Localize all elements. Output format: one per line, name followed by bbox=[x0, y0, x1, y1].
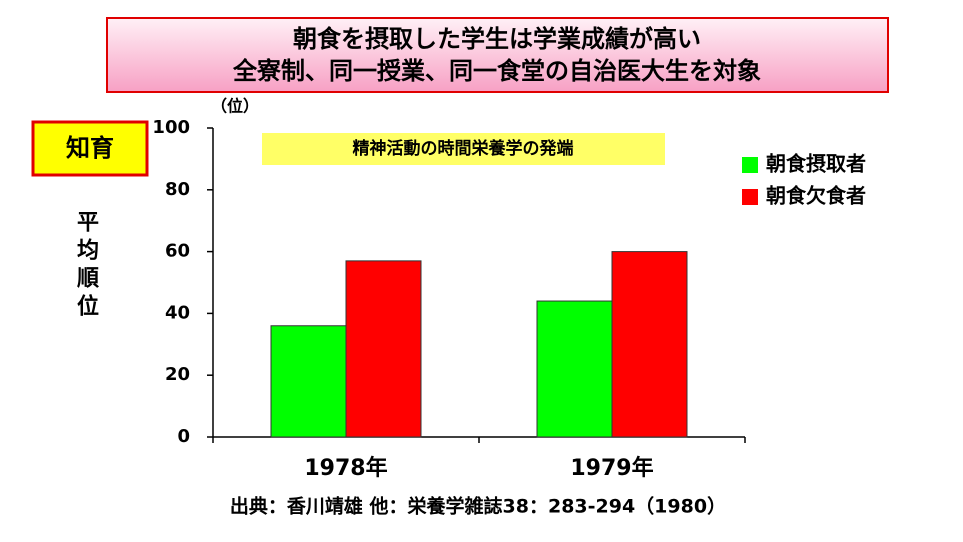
y-tick-label: 0 bbox=[177, 426, 190, 447]
legend-swatch bbox=[742, 189, 758, 205]
y-tick-label: 40 bbox=[165, 302, 190, 323]
title-box bbox=[106, 17, 889, 93]
chart-subtitle: 全寮制、同一授業、同一食堂の自治医大生を対象 bbox=[232, 57, 761, 85]
source: 出典：香川靖雄 他：栄養学雑誌38：283-294（1980） bbox=[230, 495, 726, 518]
legend-label: 朝食欠食者 bbox=[766, 184, 866, 208]
bar bbox=[536, 300, 613, 438]
x-tick-label: 1979年 bbox=[570, 455, 653, 481]
bar bbox=[345, 260, 422, 438]
legend-swatch bbox=[742, 157, 758, 173]
badge-box bbox=[31, 120, 149, 177]
badge: 知育 bbox=[66, 134, 114, 162]
annotation-box bbox=[262, 133, 665, 165]
annotation: 精神活動の時間栄養学の発端 bbox=[353, 138, 574, 159]
y-tick-label: 20 bbox=[165, 364, 190, 385]
bar bbox=[270, 325, 347, 438]
chart-title: 朝食を摂取した学生は学業成績が高い bbox=[293, 25, 701, 53]
bar bbox=[611, 251, 688, 438]
y-tick-label: 80 bbox=[165, 179, 190, 200]
y-unit: （位） bbox=[211, 97, 259, 116]
x-tick-label: 1978年 bbox=[304, 455, 387, 481]
y-tick-label: 60 bbox=[165, 241, 190, 262]
y-axis-title: 平均順位 bbox=[73, 210, 98, 322]
y-tick-label: 100 bbox=[152, 117, 190, 138]
legend-label: 朝食摂取者 bbox=[766, 152, 866, 176]
